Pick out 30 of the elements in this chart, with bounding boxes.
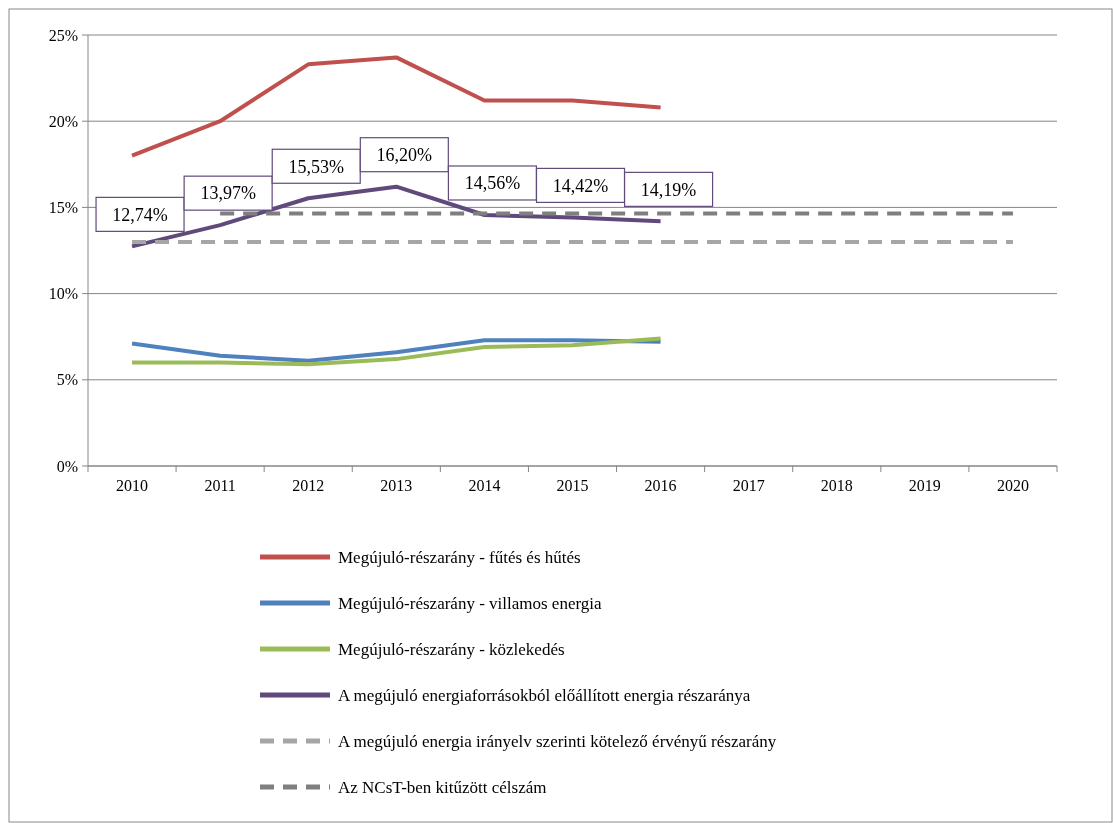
x-tick-label: 2019 — [908, 477, 941, 494]
legend-label: A megújuló energia irányelv szerinti kötelező érvényű részarány — [338, 731, 777, 751]
legend-label: Megújuló-részarány - fűtés és hűtés — [338, 547, 581, 567]
x-tick-label: 2014 — [468, 477, 501, 494]
x-tick-label: 2016 — [644, 477, 677, 494]
x-tick-label: 2013 — [380, 477, 413, 494]
x-tick-label: 2012 — [292, 477, 325, 494]
y-tick-label: 15% — [48, 199, 78, 216]
data-label: 13,97% — [200, 183, 256, 204]
legend-label: A megújuló energiaforrásokból előállított energia részaránya — [338, 685, 751, 705]
data-label: 14,19% — [640, 179, 697, 200]
data-label: 14,56% — [464, 173, 521, 194]
data-label: 14,42% — [552, 175, 609, 196]
data-label: 12,74% — [112, 204, 168, 225]
x-tick-label: 2011 — [204, 477, 236, 494]
legend-label: Az NCsT-ben kitűzött célszám — [338, 777, 547, 797]
x-tick-label: 2017 — [732, 477, 765, 494]
y-tick-label: 0% — [56, 457, 78, 475]
data-label: 16,20% — [376, 145, 433, 166]
x-tick-label: 2018 — [820, 477, 853, 494]
x-tick-label: 2020 — [996, 477, 1029, 494]
y-tick-label: 5% — [56, 371, 78, 389]
y-tick-label: 25% — [48, 26, 78, 44]
y-tick-label: 10% — [48, 285, 78, 303]
x-tick-label: 2015 — [556, 477, 589, 494]
legend-label: Megújuló-részarány - villamos energia — [338, 593, 603, 613]
x-tick-label: 2010 — [116, 477, 149, 494]
legend-label: Megújuló-részarány - közlekedés — [338, 639, 565, 659]
y-tick-label: 20% — [48, 112, 78, 130]
data-label: 15,53% — [288, 156, 344, 177]
